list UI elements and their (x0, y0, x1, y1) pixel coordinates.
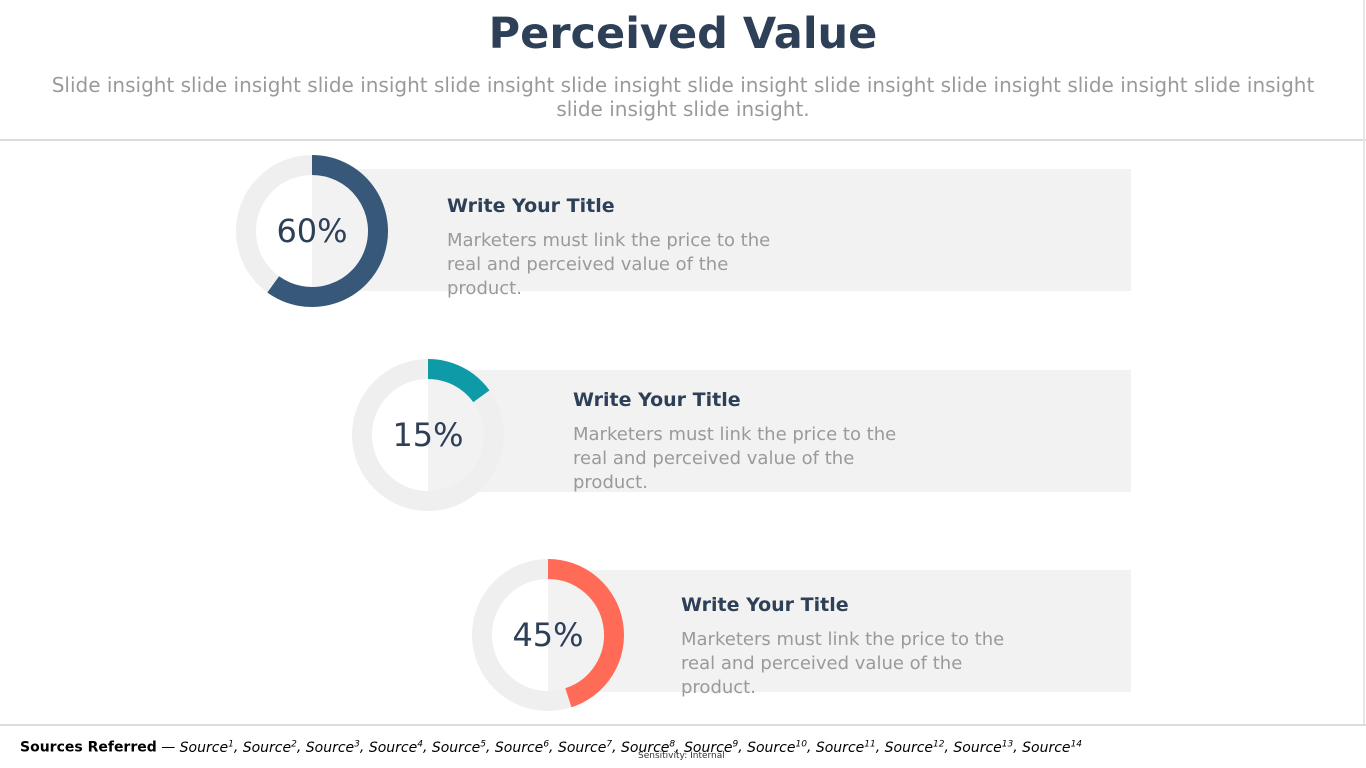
source-ref-number: 9 (732, 739, 739, 749)
source-ref: Source10 (747, 739, 807, 756)
header-divider (0, 139, 1366, 141)
item-title-1: Write Your Title (447, 195, 615, 217)
source-ref: Source11 (815, 739, 876, 756)
source-ref: Source9 (684, 739, 739, 756)
source-ref: Source13 (953, 739, 1014, 756)
sources-separator: — (156, 739, 180, 756)
item-description-1: Marketers must link the price to the rea… (447, 230, 771, 299)
ring-progress-arc (427, 359, 490, 403)
progress-ring-2: 15% (348, 355, 508, 515)
page-title: Perceived Value (488, 9, 878, 59)
source-ref: Source2 (242, 739, 297, 756)
progress-ring-3: 45% (468, 555, 628, 715)
source-ref: Source14 (1022, 739, 1083, 756)
source-ref-number: 14 (1070, 739, 1083, 749)
ring-progress-arc (547, 559, 624, 708)
item-card-2 (428, 370, 1131, 492)
source-ref-number: 11 (864, 739, 876, 749)
sensitivity-label: Sensitivity: Internal (638, 751, 725, 761)
source-ref: Source12 (884, 739, 945, 756)
sources-lead: Sources Referred (20, 739, 157, 756)
source-ref: Source5 (431, 739, 486, 756)
percent-label-1: 60% (276, 212, 348, 250)
sources-footer: Sources Referred — Source1, Source2, Sou… (20, 739, 1082, 756)
source-ref: Source8 (621, 739, 676, 756)
item-title-2: Write Your Title (573, 389, 741, 411)
source-ref-number: 1 (228, 739, 234, 749)
source-ref: Source7 (557, 739, 613, 756)
sources-list: Source1, Source2, Source3, Source4, Sour… (179, 739, 1083, 756)
item-description-3: Marketers must link the price to the rea… (681, 629, 1005, 698)
source-ref-number: 4 (417, 739, 423, 749)
footer-divider (0, 724, 1366, 726)
progress-ring-1: 60% (232, 151, 392, 311)
source-ref-number: 3 (354, 739, 360, 749)
source-ref: Source1 (179, 739, 234, 756)
source-ref: Source3 (305, 739, 360, 756)
item-description-2: Marketers must link the price to the rea… (573, 424, 897, 493)
source-ref-number: 7 (606, 739, 613, 749)
item-card-1 (312, 169, 1131, 291)
source-ref-number: 10 (795, 739, 807, 749)
source-ref-number: 5 (480, 739, 486, 749)
source-ref: Source6 (494, 739, 550, 756)
source-ref-number: 8 (669, 739, 676, 749)
slide-insight: Slide insight slide insight slide insigh… (51, 73, 1315, 121)
source-ref-number: 6 (543, 739, 550, 749)
percent-label-3: 45% (512, 616, 584, 654)
source-ref-number: 12 (933, 739, 945, 749)
item-card-3 (548, 570, 1131, 692)
source-ref: Source4 (368, 739, 423, 756)
right-edge-divider (1363, 0, 1365, 726)
source-ref-number: 2 (291, 739, 297, 749)
ring-progress-arc (267, 155, 388, 307)
source-ref-number: 13 (1001, 739, 1014, 749)
percent-label-2: 15% (392, 416, 464, 454)
item-title-3: Write Your Title (681, 594, 849, 616)
